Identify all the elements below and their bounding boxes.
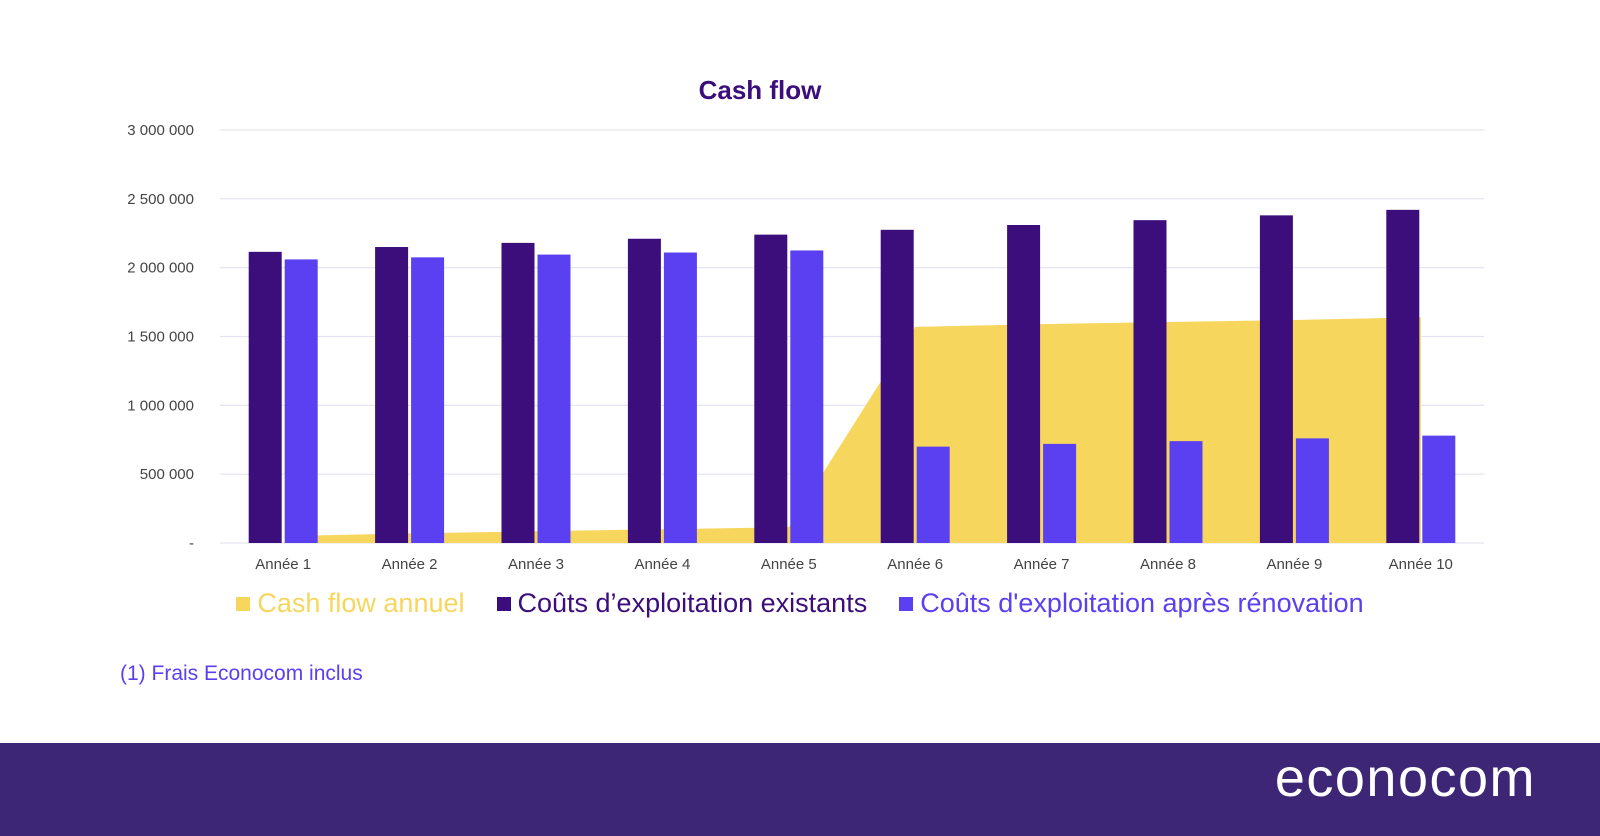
bar-existing-costs xyxy=(248,251,282,543)
chart-legend: Cash flow annuel Coûts d’exploitation exi… xyxy=(0,588,1600,619)
footer-bar: econocom xyxy=(0,743,1600,836)
bar-renovation-costs xyxy=(1295,438,1329,543)
y-tick-label: 500 000 xyxy=(140,466,194,483)
bar-existing-costs xyxy=(1133,220,1167,543)
bar-existing-costs xyxy=(754,234,788,544)
bar-existing-costs xyxy=(627,238,661,544)
x-tick-label: Année 8 xyxy=(1140,556,1196,573)
bar-renovation-costs xyxy=(1169,441,1203,543)
bar-existing-costs xyxy=(501,242,535,544)
chart: Cash flow - 500 000 1 000 000 1 500 000 2 000… xyxy=(0,75,1600,619)
cashflow-area xyxy=(283,317,1421,543)
bar-renovation-costs xyxy=(1043,443,1077,543)
bar-renovation-costs xyxy=(284,259,318,543)
bar-existing-costs xyxy=(1386,209,1420,543)
legend-item: Coûts d’exploitation existants xyxy=(496,588,868,619)
x-tick-label: Année 3 xyxy=(508,556,564,573)
legend-swatch xyxy=(236,596,251,611)
chart-title: Cash flow xyxy=(699,75,823,105)
x-tick-label: Année 9 xyxy=(1266,556,1322,573)
legend-item: Coûts d'exploitation après rénovation xyxy=(899,588,1364,619)
y-tick-label: - xyxy=(189,535,194,552)
x-tick-label: Année 1 xyxy=(255,556,311,573)
x-tick-label: Année 5 xyxy=(761,556,817,573)
bar-renovation-costs xyxy=(790,250,824,544)
legend-label: Cash flow annuel xyxy=(257,588,465,618)
bar-renovation-costs xyxy=(916,446,950,543)
y-tick-label: 1 500 000 xyxy=(127,329,194,346)
bar-renovation-costs xyxy=(1422,435,1456,543)
bar-renovation-costs xyxy=(663,252,697,544)
x-tick-label: Année 4 xyxy=(634,556,690,573)
legend-label: Coûts d'exploitation après rénovation xyxy=(920,588,1364,618)
x-tick-label: Année 6 xyxy=(887,556,943,573)
legend-item: Cash flow annuel xyxy=(236,588,465,619)
bar-existing-costs xyxy=(880,229,914,543)
legend-label: Coûts d’exploitation existants xyxy=(517,588,868,618)
legend-swatch xyxy=(496,596,511,611)
bar-existing-costs xyxy=(375,247,409,543)
x-tick-label: Année 7 xyxy=(1014,556,1070,573)
chart-svg: Cash flow - 500 000 1 000 000 1 500 000 2 000… xyxy=(127,75,1484,573)
footnote: (1) Frais Econocom inclus xyxy=(120,662,363,685)
legend-swatch xyxy=(899,596,914,611)
econocom-logo: econocom xyxy=(1274,748,1536,808)
y-tick-label: 2 500 000 xyxy=(127,191,194,208)
x-tick-label: Année 10 xyxy=(1389,556,1453,573)
x-tick-label: Année 2 xyxy=(382,556,438,573)
bar-renovation-costs xyxy=(411,257,445,543)
bar-existing-costs xyxy=(1259,215,1293,543)
y-tick-label: 3 000 000 xyxy=(127,122,194,139)
y-tick-label: 2 000 000 xyxy=(127,260,194,277)
bar-renovation-costs xyxy=(537,254,571,544)
bar-existing-costs xyxy=(1007,224,1041,544)
y-tick-label: 1 000 000 xyxy=(127,397,194,414)
